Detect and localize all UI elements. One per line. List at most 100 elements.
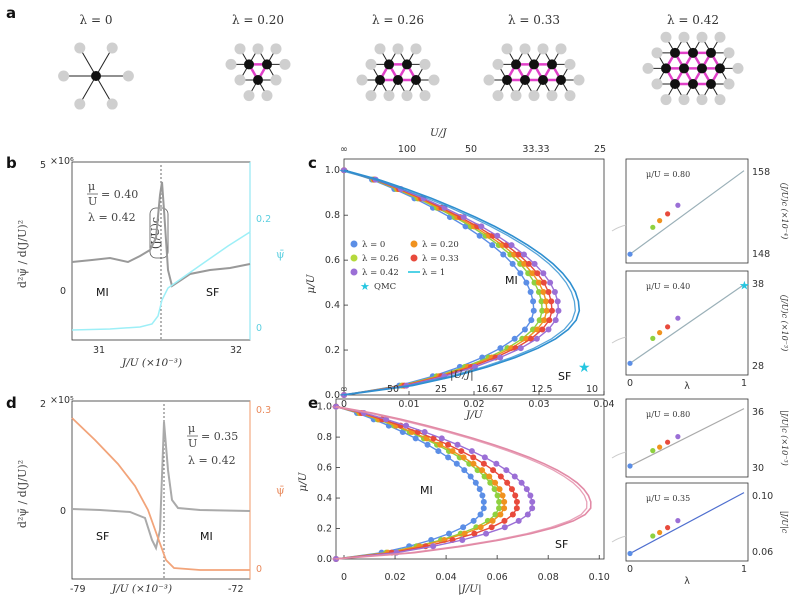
panel-c-ytick-label: 0.0: [325, 390, 340, 401]
phase-point-4: [518, 479, 525, 486]
phase-point-3: [508, 486, 515, 493]
phase-point-3: [545, 288, 552, 295]
lattice-site-cluster: [502, 75, 512, 85]
phase-point-4: [529, 505, 536, 512]
phase-point-3: [515, 251, 522, 258]
phase-point-4: [494, 232, 501, 239]
inset-point: [650, 448, 656, 454]
legend-marker-qmc: ★: [360, 280, 370, 293]
phase-boundary-5: [343, 169, 581, 396]
lattice-site-cluster: [688, 79, 698, 89]
phase-point-3: [534, 270, 541, 277]
phase-point-0: [424, 441, 431, 448]
lattice-site-cluster: [556, 75, 566, 85]
lattice-site-boundary: [510, 90, 522, 102]
panel-e-frame: [335, 398, 605, 560]
lattice-site-boundary: [564, 58, 576, 70]
phase-point-4: [533, 335, 540, 342]
phase-point-1: [496, 498, 503, 505]
phase-point-4: [529, 498, 536, 505]
phase-point-3: [445, 441, 452, 448]
phase-point-0: [479, 492, 486, 499]
panel-e-xtick-label: 0.02: [384, 572, 405, 583]
phase-point-3: [540, 279, 547, 286]
inset-ytick-top-2: 36: [752, 407, 764, 418]
phase-point-3: [539, 326, 546, 333]
panel-d: 2 ×10⁵ 0 0.3 0 d²ψ̄ / d(J/U)² ψ̄ μ U = 0…: [16, 395, 285, 595]
phase-point-4: [554, 298, 561, 305]
lattice-site-boundary: [225, 58, 237, 70]
phase-point-3: [470, 454, 477, 461]
panel-d-ylabel-right: ψ̄: [276, 484, 285, 497]
panel-e-xtick-label: 0.06: [487, 572, 508, 583]
phase-point-4: [523, 486, 530, 493]
phase-point-1: [538, 298, 545, 305]
panel-e-xtick-label: 0.10: [589, 572, 610, 583]
panel-d-ytop: 2: [40, 399, 46, 410]
lattice-site-boundary: [528, 90, 540, 102]
panel-d-order-parameter: [71, 417, 250, 571]
panel-c: U/J ∞ 100 50 33.33 25 0.00.20.40.60.81.0 0 0.…: [305, 127, 615, 421]
panel-e-top-ticks: ∞ 50 25 16.67 12.5 10: [340, 384, 598, 395]
lattice-site-boundary: [252, 43, 264, 55]
phase-point-0: [527, 288, 534, 295]
panel-c-ytick-label: 0.6: [325, 255, 340, 266]
phase-point-2: [543, 298, 550, 305]
panel-b-order-parameter: [71, 231, 251, 331]
legend-lam033: λ = 0.33: [422, 254, 459, 264]
panel-c-top-tick: ∞: [340, 144, 348, 155]
panel-c-mi: MI: [505, 274, 518, 287]
panel-e-ytick-label: 0.0: [317, 554, 332, 565]
phase-point-4: [517, 345, 524, 352]
phase-point-4: [520, 251, 527, 258]
legend-lam042: λ = 0.42: [362, 268, 399, 278]
phase-point-2: [479, 467, 486, 474]
lattice-site-boundary: [537, 43, 549, 55]
inset-ylabel-0: (J/U)c (×10⁻⁴): [780, 183, 789, 239]
panel-c-curves: [339, 167, 581, 398]
panel-b-U: U: [88, 195, 97, 208]
inset-point: [627, 360, 633, 366]
phase-point-2: [437, 441, 444, 448]
panel-b-lam: λ = 0.42: [88, 211, 136, 224]
panel-e-top-tick: 50: [387, 384, 399, 395]
legend-lam026: λ = 0.26: [362, 254, 399, 264]
lattice-site-boundary: [356, 74, 368, 86]
phase-point-4: [421, 429, 428, 436]
phase-boundary-band: [339, 169, 576, 396]
legend-lam020: λ = 0.20: [422, 240, 459, 250]
lattice-site-cluster: [538, 75, 548, 85]
panel-b-y2top: 0.2: [256, 214, 271, 225]
lattice-site-boundary: [419, 58, 431, 70]
phase-point-1: [539, 307, 546, 314]
phase-point-3: [488, 524, 495, 531]
lattice-site-boundary: [401, 90, 413, 102]
lattice-site-boundary: [651, 47, 663, 59]
phase-point-3: [513, 505, 520, 512]
phase-point-0: [521, 326, 528, 333]
panel-e-ytick-label: 1.0: [317, 402, 332, 413]
lattice-site-cluster: [244, 59, 254, 70]
panel-label-d: d: [6, 394, 17, 412]
panel-b: 5 ×10⁶ 0 0.2 0 d²ψ̄ / d(J/U)² ψ̄ μ U = 0…: [16, 156, 285, 369]
panel-e-sf: SF: [555, 538, 568, 551]
phase-point-2: [470, 460, 477, 467]
phase-point-0: [472, 479, 479, 486]
lattice-site-boundary: [546, 90, 558, 102]
panel-d-xlabel: J/U (×10⁻³): [110, 583, 172, 595]
panel-c-ytick-label: 0.4: [325, 300, 340, 311]
inset-point: [665, 211, 671, 217]
lattice-site-boundary: [419, 90, 431, 102]
lattice-site-cluster: [547, 59, 557, 70]
panel-label-c: c: [308, 154, 317, 172]
inset-xtick-0-3: 0: [627, 564, 633, 575]
panel-d-lam: λ = 0.42: [188, 454, 236, 467]
panel-b-ylabel-left: d²ψ̄ / d(J/U)²: [16, 220, 29, 288]
phase-point-3: [528, 335, 535, 342]
lattice-site-boundary: [714, 94, 726, 106]
phase-point-4: [555, 307, 562, 314]
panel-c-ytick-label: 1.0: [325, 165, 340, 176]
phase-point-4: [540, 270, 547, 277]
lattice-site-boundary: [234, 43, 246, 55]
